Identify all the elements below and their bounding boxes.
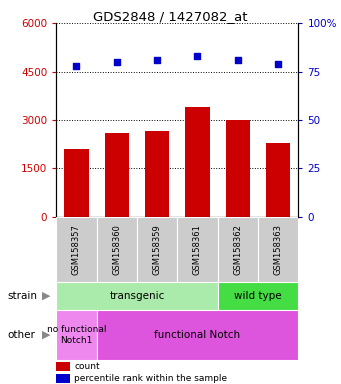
Bar	[186, 107, 210, 217]
Bar	[266, 142, 290, 217]
Bar	[177, 217, 218, 282]
Point	[235, 57, 241, 63]
Text: GSM158357: GSM158357	[72, 224, 81, 275]
Bar	[258, 217, 298, 282]
Bar	[145, 131, 169, 217]
Text: ▶: ▶	[42, 330, 50, 340]
Bar	[97, 217, 137, 282]
Text: GDS2848 / 1427082_at: GDS2848 / 1427082_at	[93, 10, 248, 23]
Point	[195, 53, 200, 59]
Text: GSM158363: GSM158363	[274, 224, 283, 275]
Text: functional Notch: functional Notch	[154, 330, 240, 340]
Text: no functional
Notch1: no functional Notch1	[47, 325, 106, 345]
Text: other: other	[8, 330, 35, 340]
Bar	[226, 120, 250, 217]
Bar	[105, 133, 129, 217]
Point	[276, 61, 281, 67]
Bar	[97, 310, 298, 360]
Text: ▶: ▶	[42, 291, 50, 301]
Text: transgenic: transgenic	[109, 291, 165, 301]
Text: GSM158359: GSM158359	[153, 224, 162, 275]
Bar	[56, 282, 218, 310]
Text: count: count	[74, 362, 100, 371]
Text: GSM158362: GSM158362	[233, 224, 242, 275]
Point	[154, 57, 160, 63]
Text: strain: strain	[8, 291, 38, 301]
Text: GSM158360: GSM158360	[112, 224, 121, 275]
Point	[74, 63, 79, 69]
Bar	[56, 310, 97, 360]
Text: GSM158361: GSM158361	[193, 224, 202, 275]
Bar	[56, 362, 70, 371]
Bar	[218, 282, 298, 310]
Bar	[64, 149, 89, 217]
Bar	[56, 217, 97, 282]
Text: percentile rank within the sample: percentile rank within the sample	[74, 374, 227, 383]
Point	[114, 59, 120, 65]
Bar	[218, 217, 258, 282]
Text: wild type: wild type	[234, 291, 282, 301]
Bar	[56, 374, 70, 383]
Bar	[137, 217, 177, 282]
